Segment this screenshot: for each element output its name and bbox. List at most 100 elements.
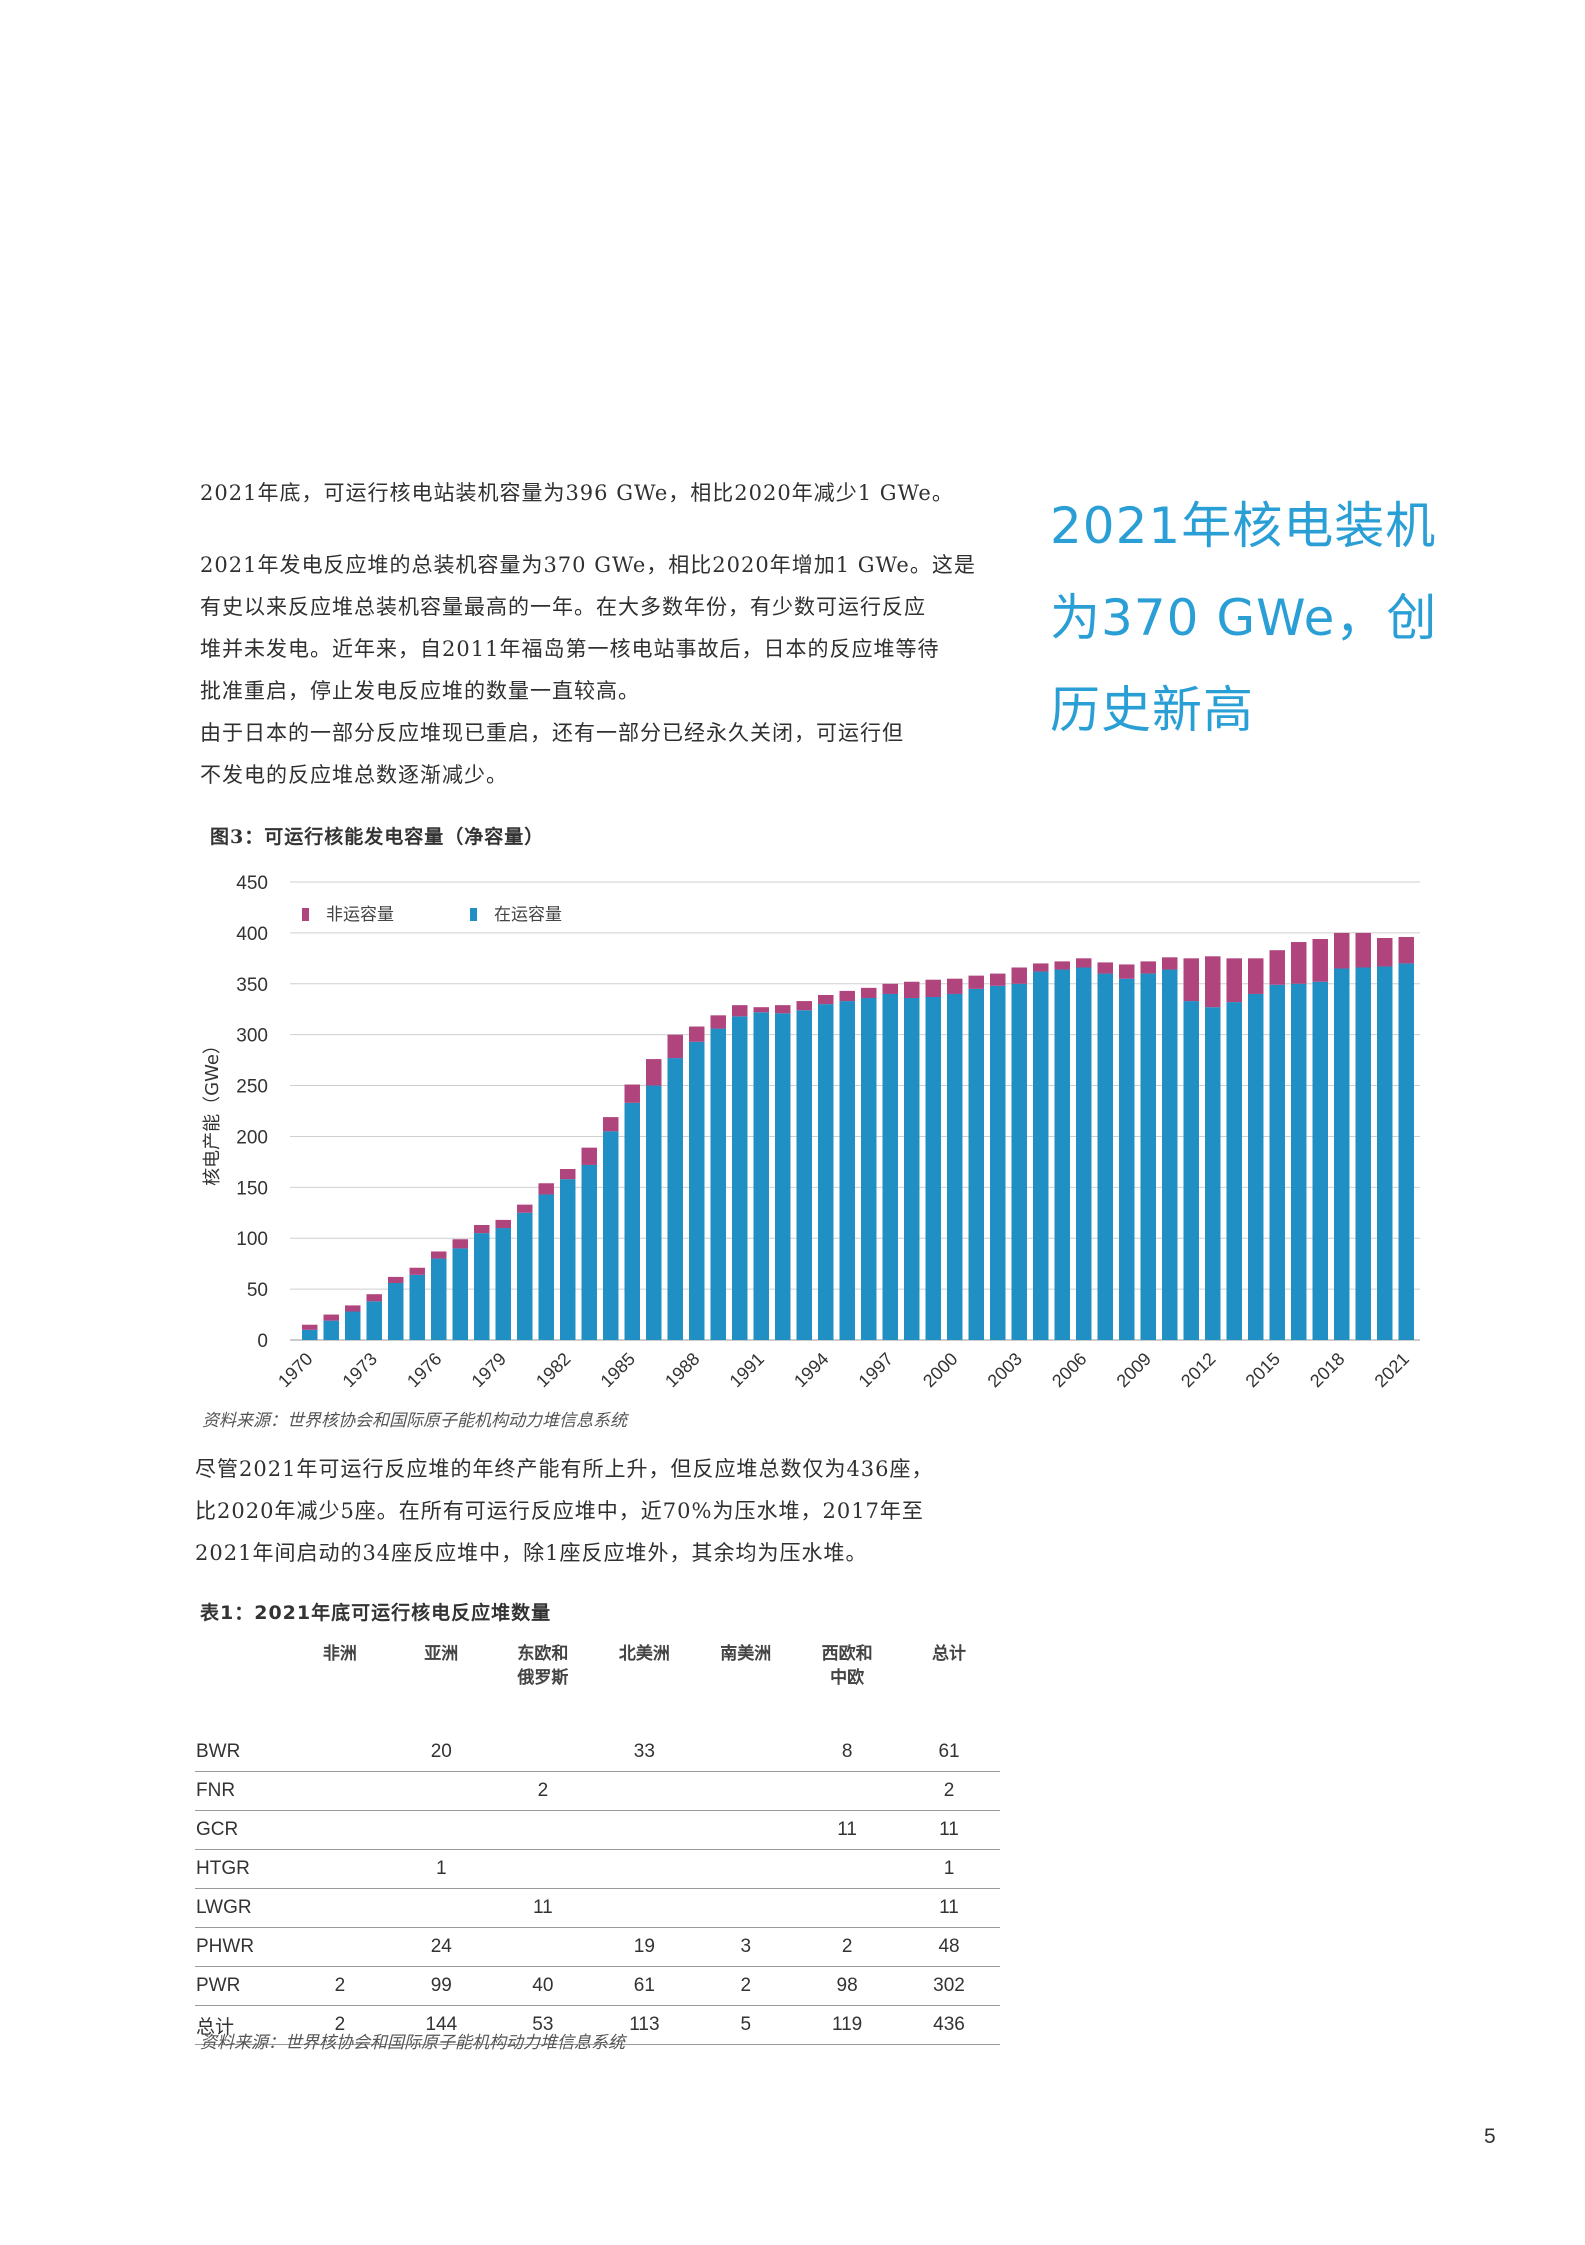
y-tick-label: 400 xyxy=(236,924,268,945)
table-header-cell: 非洲 xyxy=(322,1644,357,1664)
text-line: 2021年间启动的34座反应堆中，除1座反应堆外，其余均为压水堆。 xyxy=(195,1541,868,1565)
table-cell: 19 xyxy=(593,1927,696,1967)
bar-idle-1975 xyxy=(409,1267,425,1275)
text-line: 由于日本的一部分反应堆现已重启，还有一部分已经永久关闭，可运行但 xyxy=(200,721,904,745)
table-cell: 40 xyxy=(492,1966,594,2006)
x-tick-label: 1988 xyxy=(661,1349,703,1391)
bar-idle-2020 xyxy=(1377,937,1393,967)
bar-idle-1970 xyxy=(302,1324,318,1330)
table-row: FNR 2 2 xyxy=(195,1771,1000,1811)
bar-operating-2019 xyxy=(1355,967,1371,1340)
bar-operating-2009 xyxy=(1140,973,1156,1340)
bar-idle-2000 xyxy=(947,978,963,994)
table-cell: 2 xyxy=(898,1771,1000,1811)
x-tick-label: 2012 xyxy=(1177,1349,1219,1391)
bar-operating-2003 xyxy=(1011,983,1027,1340)
bar-operating-1977 xyxy=(452,1248,468,1340)
table-cell: 302 xyxy=(898,1966,1000,2006)
row-label-cell: LWGR xyxy=(195,1888,290,1928)
x-tick-label: 1970 xyxy=(274,1349,316,1391)
row-label-cell: PWR xyxy=(195,1966,290,2006)
table-cell xyxy=(593,1771,696,1811)
bar-idle-2002 xyxy=(990,973,1006,986)
table-row: BWR 20 33 8 61 xyxy=(195,1733,1000,1772)
headline: 2021年核电装机为370 GWe，创历史新高 xyxy=(1050,497,1438,739)
table-cell xyxy=(796,1888,899,1928)
table-header-cell: 北美洲 xyxy=(618,1644,670,1664)
table-header-cell xyxy=(195,1632,289,1733)
bar-operating-2006 xyxy=(1076,967,1092,1340)
table-cell: 113 xyxy=(593,2005,696,2045)
x-tick-label: 1985 xyxy=(597,1349,639,1391)
row-label-cell: FNR xyxy=(195,1771,290,1811)
table-cell xyxy=(492,1733,594,1772)
bar-operating-1995 xyxy=(839,1001,855,1340)
table-header-cell: 总计 xyxy=(932,1644,966,1664)
text-line: 堆并未发电。近年来，自2011年福岛第一核电站事故后，日本的反应堆等待 xyxy=(200,637,940,661)
bar-idle-2018 xyxy=(1334,932,1350,969)
bar-idle-1973 xyxy=(366,1294,382,1302)
table-cell: 98 xyxy=(796,1966,899,2006)
bar-operating-2000 xyxy=(947,993,963,1340)
bar-operating-1972 xyxy=(345,1311,361,1340)
bar-idle-1997 xyxy=(882,983,898,994)
table-cell xyxy=(695,1849,797,1889)
reactor-table: 非洲 亚洲 东欧和 俄罗斯 北美洲 南美洲 西欧和 中欧 总计 BWR 20 33 8… xyxy=(195,1632,1000,2045)
bar-operating-1973 xyxy=(366,1301,382,1340)
bar-operating-2021 xyxy=(1398,963,1414,1340)
bar-operating-2020 xyxy=(1377,966,1393,1340)
text-line: 比2020年减少5座。在所有可运行反应堆中，近70%为压水堆，2017年至 xyxy=(195,1499,924,1523)
bar-operating-2004 xyxy=(1033,971,1049,1340)
x-tick-label: 1997 xyxy=(855,1349,897,1391)
bar-idle-2017 xyxy=(1312,938,1328,982)
y-tick-label: 300 xyxy=(236,1026,268,1047)
row-label-cell: 总计 xyxy=(195,2005,290,2045)
bar-idle-2012 xyxy=(1205,956,1221,1008)
table-caption: 表1：2021年底可运行核电反应堆数量 xyxy=(200,1602,552,1624)
bar-operating-2017 xyxy=(1312,981,1328,1340)
table-cell xyxy=(593,1888,696,1928)
bar-idle-1974 xyxy=(388,1276,404,1284)
x-tick-label: 1979 xyxy=(468,1349,510,1391)
y-tick-label: 350 xyxy=(236,975,268,996)
bar-idle-2003 xyxy=(1011,967,1027,984)
bar-operating-1982 xyxy=(560,1179,576,1340)
bar-idle-2014 xyxy=(1248,958,1264,994)
bar-idle-1976 xyxy=(431,1251,447,1259)
table-cell: 2 xyxy=(289,1966,391,2006)
table-cell xyxy=(289,1888,391,1928)
legend-swatch xyxy=(470,908,477,921)
table-source: 资料来源：世界核协会和国际原子能机构动力堆信息系统 xyxy=(200,2033,625,2053)
bar-idle-1994 xyxy=(818,994,834,1005)
table-cell xyxy=(492,1849,594,1889)
table-cell xyxy=(695,1888,797,1928)
x-tick-label: 1976 xyxy=(403,1349,445,1391)
bar-operating-2013 xyxy=(1226,1002,1242,1340)
bar-operating-1989 xyxy=(710,1028,726,1340)
table-cell: 11 xyxy=(898,1810,1000,1850)
bar-operating-1987 xyxy=(667,1058,683,1340)
table-cell xyxy=(796,1771,899,1811)
bar-idle-2009 xyxy=(1140,961,1156,974)
bar-idle-2005 xyxy=(1054,961,1070,970)
table-cell: 48 xyxy=(898,1927,1000,1967)
bar-operating-1990 xyxy=(732,1016,748,1340)
text-line: 2021年发电反应堆的总装机容量为370 GWe，相比2020年增加1 GWe。… xyxy=(200,553,976,577)
bar-operating-2018 xyxy=(1334,968,1350,1340)
bar-operating-1988 xyxy=(689,1041,705,1340)
row-label-cell: BWR xyxy=(195,1733,290,1772)
bar-operating-1976 xyxy=(431,1258,447,1340)
bar-idle-1990 xyxy=(732,1005,748,1017)
bar-idle-1982 xyxy=(560,1169,576,1180)
bar-operating-1991 xyxy=(753,1012,769,1340)
bar-idle-2016 xyxy=(1291,942,1307,984)
bar-operating-1986 xyxy=(646,1085,662,1340)
y-tick-label: 150 xyxy=(236,1178,268,1199)
table-cell: 53 xyxy=(492,2005,594,2045)
x-tick-label: 2018 xyxy=(1306,1349,1348,1391)
bar-idle-2008 xyxy=(1119,964,1135,979)
bar-idle-1980 xyxy=(517,1204,533,1213)
bar-idle-2021 xyxy=(1398,936,1414,964)
table-cell: 1 xyxy=(390,1849,493,1889)
bar-operating-2007 xyxy=(1097,973,1113,1340)
